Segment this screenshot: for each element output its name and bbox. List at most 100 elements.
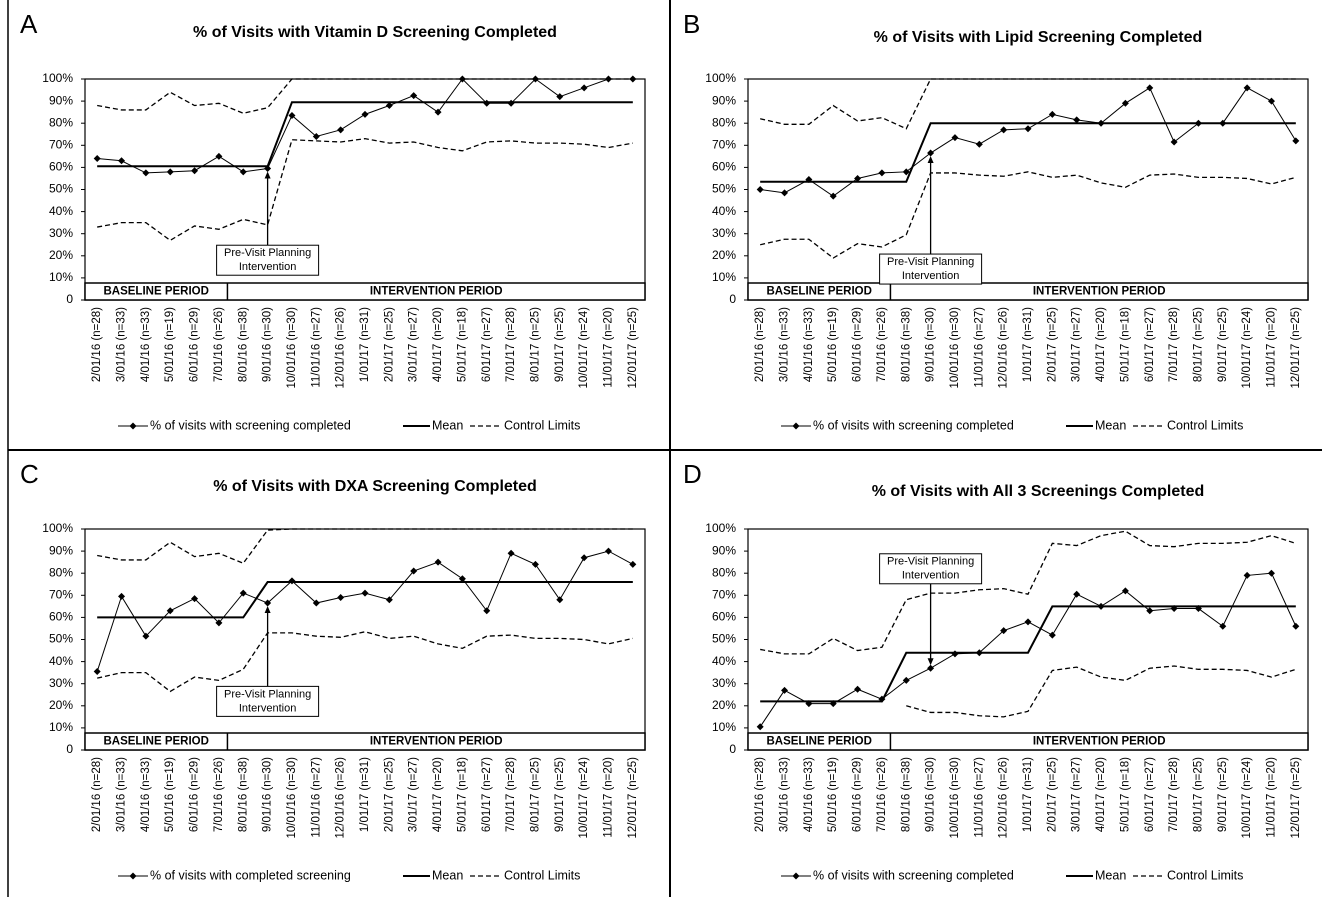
x-tick-label: 3/01/17 (n=27) [1071,307,1083,382]
data-point [951,134,959,142]
data-point [1267,569,1275,577]
data-point [361,110,369,118]
y-tick-label: 20% [712,698,736,712]
x-tick-label: 2/01/17 (n=25) [383,757,395,832]
line [760,530,1297,655]
data-point [805,700,813,708]
annotation-text: Pre-Visit Planning [224,247,311,259]
x-tick-label: 11/01/17 (n=20) [1266,307,1278,388]
x-tick-label: 1/01/17 (n=31) [359,307,371,382]
legend-label: Control Limits [504,868,580,882]
x-tick-label: 7/01/16 (n=26) [213,757,225,832]
x-tick-label: 5/01/17 (n=18) [456,757,468,832]
x-tick-label: 7/01/17 (n=28) [505,307,517,382]
x-tick-label: 8/01/16 (n=38) [237,307,249,382]
data-point [483,99,491,107]
x-tick-label: 9/01/16 (n=30) [925,307,937,382]
data-point [507,549,515,557]
x-tick-label: 5/01/16 (n=19) [164,307,176,382]
legend-label: Control Limits [504,418,580,432]
x-tick-label: 5/01/16 (n=19) [164,757,176,832]
line [97,138,633,242]
legend-label: % of visits with screening completed [813,418,1014,432]
data-point [604,75,612,83]
y-tick-label: 10% [49,720,73,734]
x-tick-label: 8/01/16 (n=38) [900,307,912,382]
legend-marker [792,872,800,880]
data-point [1194,605,1202,613]
chart-title: % of Visits with Lipid Screening Complet… [874,29,1203,46]
data-point [878,695,886,703]
x-tick-label: 4/01/16 (n=33) [140,307,152,382]
panel-letter: D [683,459,702,489]
period-label: BASELINE PERIOD [766,286,871,298]
y-tick-label: 50% [49,182,73,196]
x-tick-label: 7/01/17 (n=28) [1168,307,1180,382]
data-point [1146,84,1154,92]
x-tick-label: 2/01/16 (n=28) [91,307,103,382]
data-point [166,607,174,615]
data-point [410,92,418,100]
x-tick-label: 9/01/16 (n=30) [262,307,274,382]
data-point [1194,119,1202,127]
x-tick-label: 8/01/16 (n=38) [237,757,249,832]
data-point [1048,631,1056,639]
x-tick-label: 11/01/16 (n=27) [973,307,985,388]
y-tick-label: 80% [49,565,73,579]
period-bar [84,732,646,751]
y-tick-label: 20% [49,248,73,262]
x-tick-label: 7/01/16 (n=26) [876,307,888,382]
annotation-arrowhead [927,156,934,164]
y-tick-label: 60% [712,610,736,624]
x-tick-label: 1/01/17 (n=31) [1022,307,1034,382]
plot-area [84,528,646,751]
y-tick-label: 70% [712,587,736,601]
data-point [264,165,272,173]
x-tick-label: 4/01/16 (n=33) [803,307,815,382]
line [760,78,1296,130]
x-tick-label: 4/01/17 (n=20) [432,757,444,832]
data-point [1267,97,1275,105]
annotation-arrowhead [927,658,934,666]
data-point [1146,607,1154,615]
data-point [805,176,813,184]
data-point [1219,622,1227,630]
x-tick-label: 6/01/16 (n=29) [189,757,201,832]
data-point [1073,116,1081,124]
x-tick-label: 3/01/17 (n=27) [1071,757,1083,832]
data-point [239,589,247,597]
annotation-text: Intervention [902,570,959,582]
y-tick-label: 100% [705,521,736,535]
data-point [507,99,515,107]
x-tick-label: 11/01/16 (n=27) [973,757,985,838]
y-tick-label: 90% [712,93,736,107]
data-point [118,592,126,600]
x-tick-label: 4/01/17 (n=20) [1095,757,1107,832]
x-tick-label: 7/01/16 (n=26) [876,757,888,832]
data-point [829,700,837,708]
data-point [1121,587,1129,595]
panel-letter: C [20,459,39,489]
y-tick-label: 100% [42,71,73,85]
x-tick-label: 3/01/16 (n=33) [779,307,791,382]
x-tick-label: 9/01/17 (n=25) [554,307,566,382]
y-tick-label: 90% [49,93,73,107]
data-point [1048,110,1056,118]
data-point [580,84,588,92]
x-tick-label: 4/01/17 (n=20) [432,307,444,382]
x-tick-label: 10/01/16 (n=30) [949,757,961,839]
x-tick-label: 11/01/16 (n=27) [310,757,322,838]
data-point [312,599,320,607]
period-label: BASELINE PERIOD [766,736,871,748]
x-tick-label: 12/01/17 (n=25) [1290,757,1302,839]
x-tick-label: 6/01/17 (n=27) [1144,757,1156,832]
data-point [118,157,126,165]
legend-label: % of visits with completed screening [150,868,351,882]
data-point [458,575,466,583]
data-point [1243,571,1251,579]
data-point [781,686,789,694]
annotation-text: Pre-Visit Planning [887,556,974,568]
line [97,581,633,619]
y-tick-label: 30% [712,226,736,240]
x-tick-label: 4/01/16 (n=33) [140,757,152,832]
